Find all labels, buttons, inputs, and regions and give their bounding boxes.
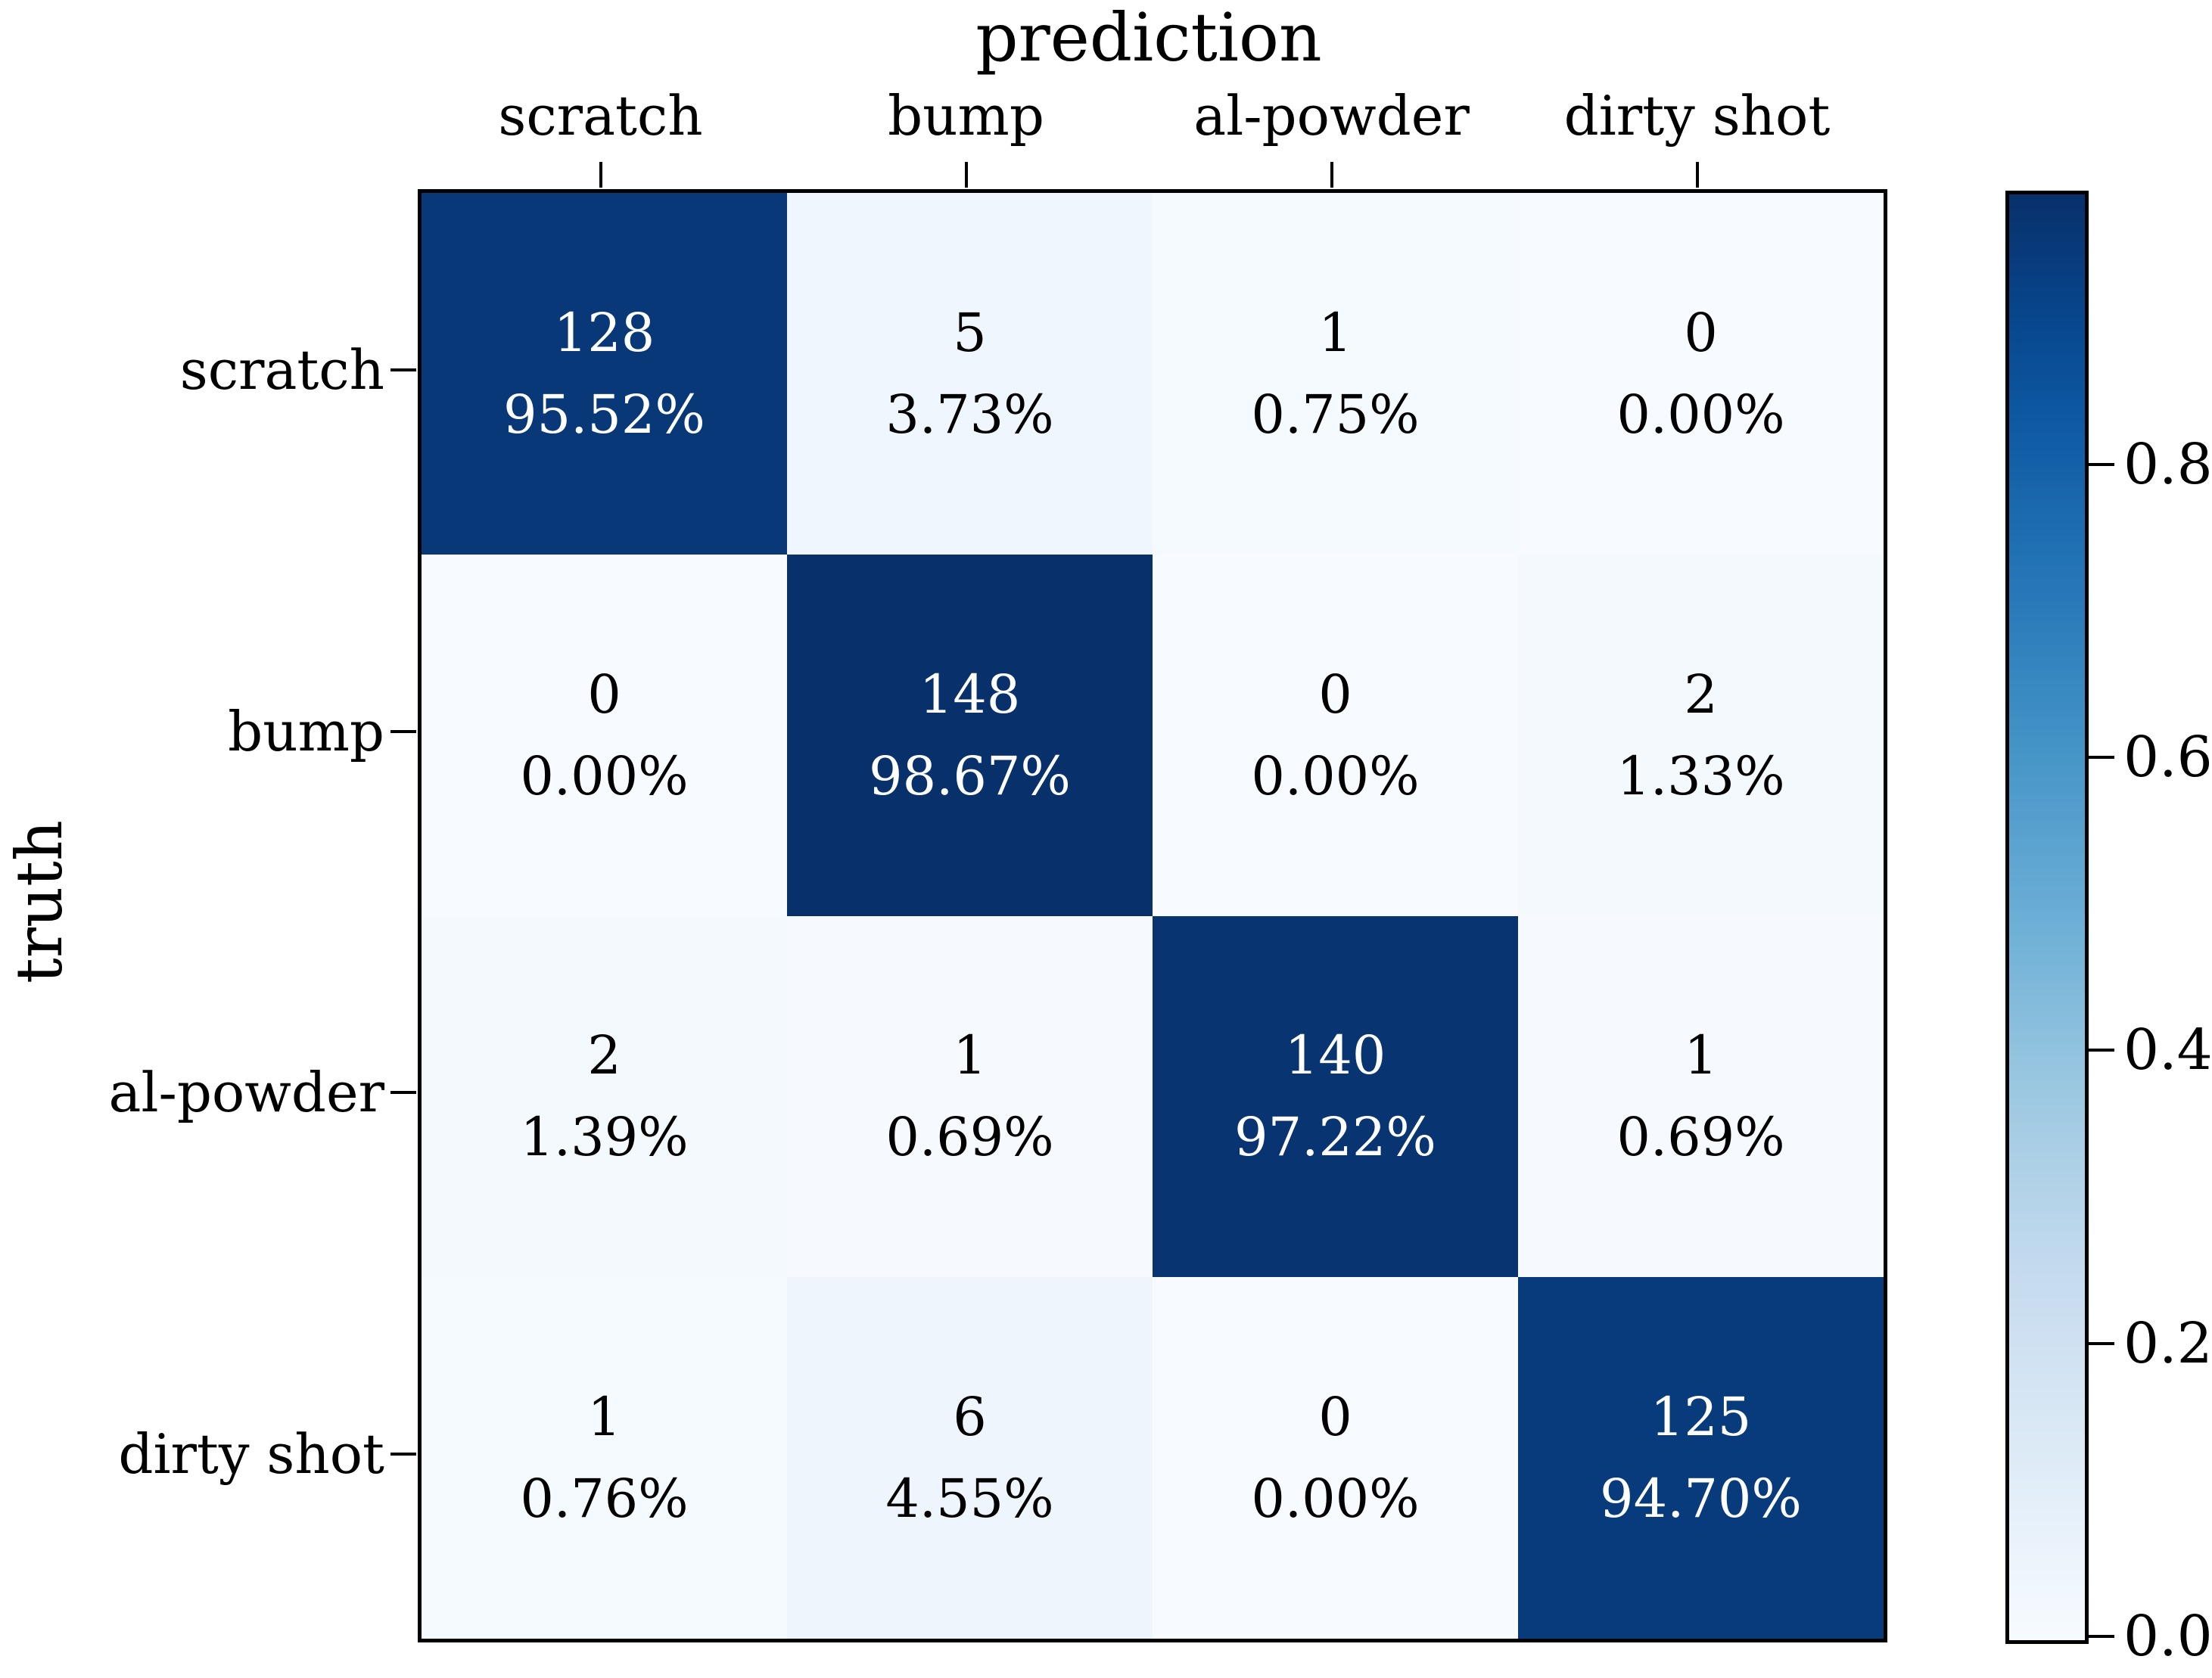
matrix-cell-al-powder-bump: 1 0.69% (787, 915, 1153, 1278)
row-label-scratch: scratch (179, 337, 384, 402)
column-label-bump: bump (888, 84, 1044, 148)
colorbar (2005, 191, 2089, 1644)
matrix-cell-al-powder-al-powder: 140 97.22% (1153, 915, 1518, 1278)
cell-count: 125 (1650, 1386, 1752, 1449)
matrix-cell-bump-scratch: 0 0.00% (422, 554, 787, 916)
matrix-cell-dirty-shot-dirty-shot: 125 94.70% (1518, 1277, 1884, 1639)
cell-count: 0 (1684, 301, 1718, 364)
x-tick (599, 162, 602, 188)
x-tick (964, 162, 968, 188)
cell-count: 5 (953, 301, 987, 364)
colorbar-tick-label: 0.8 (2123, 431, 2212, 497)
cell-percent: 97.22% (1234, 1106, 1436, 1169)
colorbar-tick (2089, 1341, 2114, 1345)
matrix-cell-bump-al-powder: 0 0.00% (1153, 554, 1518, 916)
cell-count: 1 (953, 1024, 987, 1087)
cell-percent: 0.00% (1616, 383, 1785, 446)
colorbar-tick (2089, 755, 2114, 759)
cell-percent: 3.73% (885, 383, 1054, 446)
cell-percent: 95.52% (503, 383, 705, 446)
row-label-bump: bump (228, 699, 384, 763)
cell-count: 6 (953, 1386, 987, 1449)
column-label-al-powder: al-powder (1193, 84, 1470, 148)
y-tick (390, 729, 416, 733)
cell-count: 2 (587, 1024, 621, 1087)
cell-count: 1 (1684, 1024, 1718, 1087)
matrix-cell-bump-dirty-shot: 2 1.33% (1518, 554, 1884, 916)
cell-count: 0 (1318, 1386, 1352, 1449)
colorbar-tick-label: 0.4 (2123, 1018, 2212, 1083)
colorbar-tick-label: 0.2 (2123, 1310, 2212, 1376)
cell-percent: 94.70% (1600, 1468, 1802, 1530)
cell-percent: 0.00% (520, 744, 689, 807)
cell-percent: 0.76% (520, 1468, 689, 1530)
y-axis-title: truth (2, 820, 76, 983)
matrix-cell-dirty-shot-al-powder: 0 0.00% (1153, 1277, 1518, 1639)
cell-percent: 1.33% (1616, 744, 1785, 807)
column-label-dirty-shot: dirty shot (1563, 84, 1831, 148)
y-tick (390, 1091, 416, 1095)
cell-count: 0 (1318, 663, 1352, 726)
colorbar-tick (2089, 1049, 2114, 1052)
matrix-cell-bump-bump: 148 98.67% (787, 554, 1153, 916)
matrix-cell-scratch-bump: 5 3.73% (787, 193, 1153, 555)
cell-percent: 0.00% (1251, 744, 1420, 807)
cell-percent: 0.69% (1616, 1106, 1785, 1169)
colorbar-tick (2089, 462, 2114, 466)
row-label-dirty-shot: dirty shot (118, 1422, 384, 1487)
y-tick (390, 368, 416, 371)
cell-percent: 4.55% (885, 1468, 1054, 1530)
cell-percent: 0.00% (1251, 1468, 1420, 1530)
matrix-cell-dirty-shot-bump: 6 4.55% (787, 1277, 1153, 1639)
column-label-scratch: scratch (498, 84, 703, 148)
x-tick (1695, 162, 1699, 188)
cell-count: 0 (587, 663, 621, 726)
row-label-al-powder: al-powder (108, 1061, 384, 1125)
x-axis-title: prediction (975, 0, 1322, 76)
matrix-cell-al-powder-scratch: 2 1.39% (422, 915, 787, 1278)
heatmap-grid: 128 95.52% 5 3.73% 1 0.75% 0 0.00% 0 0.00% 148 98.6… (418, 189, 1887, 1642)
y-tick (390, 1453, 416, 1456)
matrix-cell-scratch-dirty-shot: 0 0.00% (1518, 193, 1884, 555)
matrix-cell-dirty-shot-scratch: 1 0.76% (422, 1277, 787, 1639)
cell-percent: 0.69% (885, 1106, 1054, 1169)
cell-count: 1 (587, 1386, 621, 1449)
matrix-cell-al-powder-dirty-shot: 1 0.69% (1518, 915, 1884, 1278)
cell-percent: 1.39% (520, 1106, 689, 1169)
cell-count: 128 (553, 301, 655, 364)
cell-count: 1 (1318, 301, 1352, 364)
colorbar-tick (2089, 1635, 2114, 1638)
matrix-cell-scratch-scratch: 128 95.52% (422, 193, 787, 555)
matrix-cell-scratch-al-powder: 1 0.75% (1153, 193, 1518, 555)
colorbar-tick-label: 0.6 (2123, 724, 2212, 790)
x-tick (1330, 162, 1333, 188)
cell-count: 2 (1684, 663, 1718, 726)
cell-count: 148 (919, 663, 1021, 726)
cell-percent: 98.67% (869, 744, 1071, 807)
cell-percent: 0.75% (1251, 383, 1420, 446)
cell-count: 140 (1284, 1024, 1386, 1087)
colorbar-tick-label: 0.0 (2123, 1604, 2212, 1669)
